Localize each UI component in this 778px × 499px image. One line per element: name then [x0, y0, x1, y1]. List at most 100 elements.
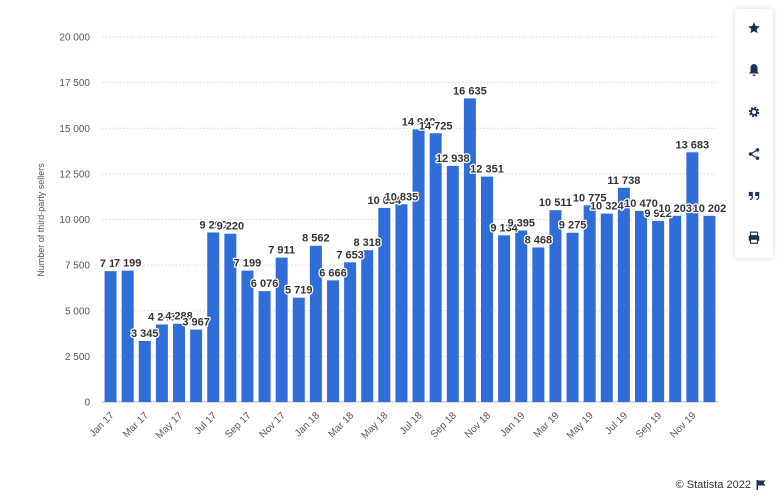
- x-tick-label: Jan 19: [498, 410, 527, 439]
- bar[interactable]: [309, 245, 322, 402]
- bar[interactable]: [669, 215, 682, 402]
- x-tick-label: Jan 17: [88, 410, 117, 439]
- bar-value-label: 7 199: [114, 258, 142, 270]
- bar-value-label: 5 719: [285, 285, 313, 297]
- x-tick-label: Mar 18: [326, 410, 356, 440]
- bar[interactable]: [446, 165, 459, 402]
- bar-value-label: 10 511: [539, 197, 572, 209]
- bar-value-label: 12 351: [470, 164, 504, 176]
- bar[interactable]: [498, 235, 511, 402]
- toolbar: [735, 9, 773, 258]
- x-tick-label: Jul 18: [398, 410, 425, 437]
- bar-value-label: 6 666: [319, 267, 347, 279]
- bar-value-label: 8 318: [353, 237, 381, 249]
- bar-value-label: 7 653: [336, 249, 364, 261]
- bar[interactable]: [173, 323, 185, 402]
- bar[interactable]: [121, 270, 134, 402]
- grid-lines: [102, 36, 718, 403]
- bar-value-label: 10 634: [368, 195, 403, 207]
- x-tick-label: May 19: [565, 410, 596, 441]
- bar[interactable]: [532, 247, 545, 402]
- bar[interactable]: [600, 213, 613, 402]
- bar[interactable]: [275, 257, 288, 402]
- y-tick-label: 0: [84, 398, 90, 409]
- bar[interactable]: [412, 129, 425, 402]
- bar-value-label: 12 938: [436, 153, 470, 165]
- share-button[interactable]: [735, 135, 773, 173]
- bar[interactable]: [652, 220, 665, 402]
- x-tick-label: Sep 19: [634, 410, 664, 440]
- y-tick-label: 12 500: [59, 169, 90, 180]
- bar-value-label: 10 324: [590, 201, 625, 213]
- x-tick-label: Nov 18: [463, 410, 493, 440]
- bar[interactable]: [686, 152, 699, 402]
- star-icon: [748, 22, 760, 34]
- bars: [104, 98, 716, 403]
- bar[interactable]: [327, 280, 339, 402]
- bar[interactable]: [207, 232, 220, 402]
- bar-value-label: 3 967: [182, 317, 210, 329]
- bar-value-label: 10 203: [658, 203, 692, 215]
- settings-button[interactable]: [735, 93, 773, 131]
- x-tick-label: May 18: [359, 410, 390, 441]
- bar[interactable]: [635, 210, 647, 402]
- bar[interactable]: [463, 98, 476, 402]
- bar[interactable]: [566, 232, 579, 402]
- y-tick-label: 7 500: [65, 261, 90, 272]
- bar[interactable]: [241, 270, 254, 402]
- bar[interactable]: [549, 210, 562, 402]
- y-tick-label: 15 000: [59, 124, 90, 135]
- bar[interactable]: [395, 204, 408, 402]
- bar-value-label: 9 134: [490, 222, 518, 234]
- bell-icon: [748, 64, 760, 77]
- bar[interactable]: [515, 230, 528, 402]
- bar[interactable]: [344, 262, 357, 402]
- bar-value-label: 9 922: [644, 208, 672, 220]
- y-tick-label: 20 000: [59, 33, 90, 44]
- print-icon: [748, 231, 760, 244]
- bar-value-label: 7 17: [100, 258, 121, 270]
- bar-value-label: 3 345: [131, 328, 159, 340]
- bar-value-label: 11 738: [607, 175, 640, 187]
- bar[interactable]: [378, 207, 391, 402]
- bar-value-label: 7 911: [268, 245, 295, 257]
- bar-value-label: 6 076: [251, 278, 279, 290]
- bar[interactable]: [429, 133, 442, 403]
- y-tick-label: 5 000: [65, 306, 90, 317]
- x-tick-label: Mar 17: [121, 410, 151, 440]
- x-tick-label: Nov 19: [668, 410, 698, 440]
- x-tick-label: Jan 18: [293, 410, 322, 439]
- bar[interactable]: [617, 187, 630, 402]
- favorite-button[interactable]: [735, 9, 773, 47]
- bar[interactable]: [155, 324, 168, 402]
- bar[interactable]: [138, 340, 151, 402]
- bar-value-label: 13 683: [676, 139, 710, 151]
- x-tick-label: Sep 18: [429, 410, 459, 440]
- bar[interactable]: [361, 250, 374, 402]
- y-tick-label: 10 000: [59, 215, 90, 226]
- bar[interactable]: [224, 233, 237, 402]
- y-axis-title: Number of third-party sellers: [36, 163, 46, 277]
- cite-button[interactable]: [735, 177, 773, 215]
- bar[interactable]: [190, 329, 203, 402]
- bar-value-label: 10 775: [573, 192, 607, 204]
- bar-value-label: 16 635: [453, 85, 487, 97]
- bar[interactable]: [104, 271, 117, 402]
- notification-button[interactable]: [735, 51, 773, 89]
- footer: © Statista 2022: [676, 479, 766, 491]
- bar[interactable]: [258, 291, 271, 402]
- flag-icon[interactable]: [756, 480, 766, 490]
- y-tick-label: 17 500: [59, 78, 90, 89]
- bar[interactable]: [703, 215, 716, 402]
- bar[interactable]: [481, 176, 493, 402]
- gear-icon: [748, 106, 760, 118]
- bar-value-label: 8 562: [302, 233, 330, 245]
- x-tick-label: Jul 17: [193, 410, 220, 437]
- print-button[interactable]: [735, 219, 773, 257]
- bar[interactable]: [292, 297, 305, 402]
- y-tick-label: 2 500: [65, 352, 90, 363]
- bar-value-label: 14 940: [402, 116, 436, 128]
- bar[interactable]: [583, 205, 596, 402]
